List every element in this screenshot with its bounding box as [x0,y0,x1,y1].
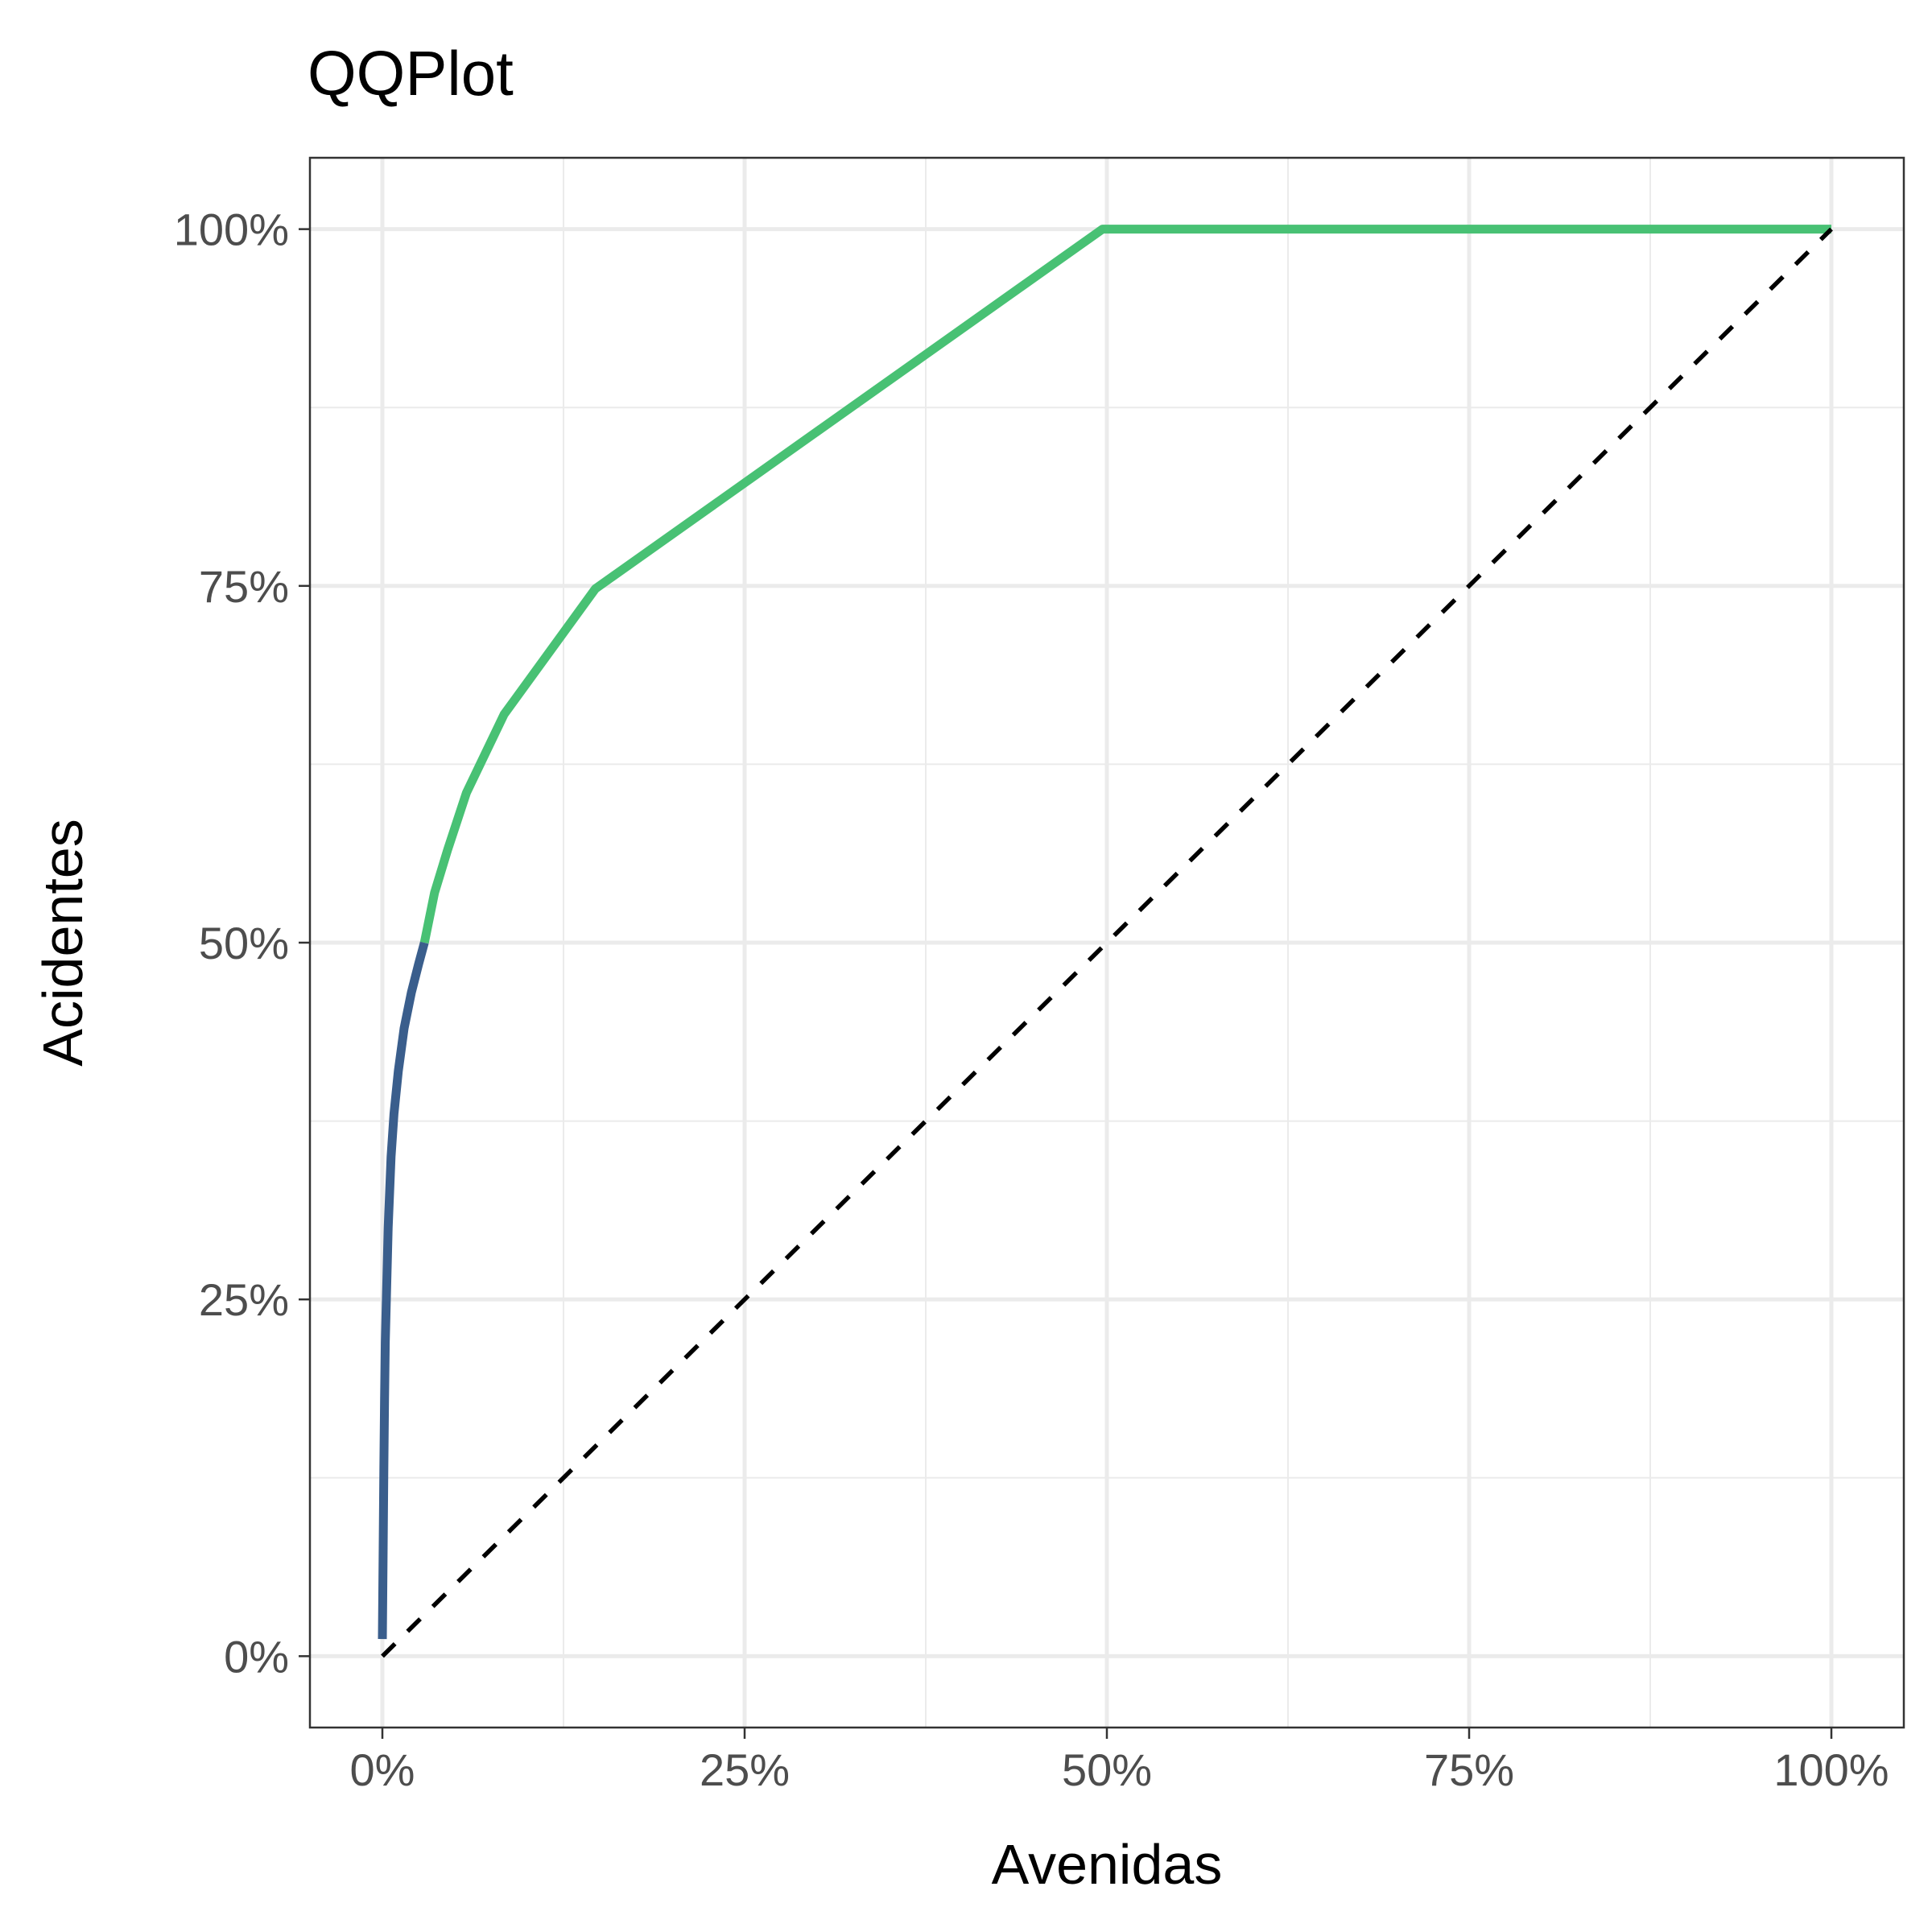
x-tick-label: 100% [1773,1744,1889,1795]
y-tick-label: 100% [174,204,289,255]
x-axis-title: Avenidas [992,1833,1223,1896]
y-axis-title: Acidentes [31,819,94,1066]
y-tick-label: 0% [224,1631,289,1682]
chart-title: QQPlot [308,38,514,109]
y-axis: 0% 25% 50% 75% 100% [174,204,310,1682]
y-tick-label: 50% [199,918,289,968]
x-tick-label: 50% [1062,1744,1152,1795]
y-tick-label: 25% [199,1274,289,1325]
major-gridlines [310,158,1904,1728]
x-tick-label: 25% [700,1744,790,1795]
series-line-1 [378,941,429,1640]
x-tick-label: 75% [1424,1744,1514,1795]
data-series [378,225,1833,1658]
y-tick-label: 75% [199,561,289,612]
series-line-2 [419,225,1831,944]
x-axis: 0% 25% 50% 75% 100% [350,1728,1889,1795]
x-tick-label: 0% [350,1744,415,1795]
